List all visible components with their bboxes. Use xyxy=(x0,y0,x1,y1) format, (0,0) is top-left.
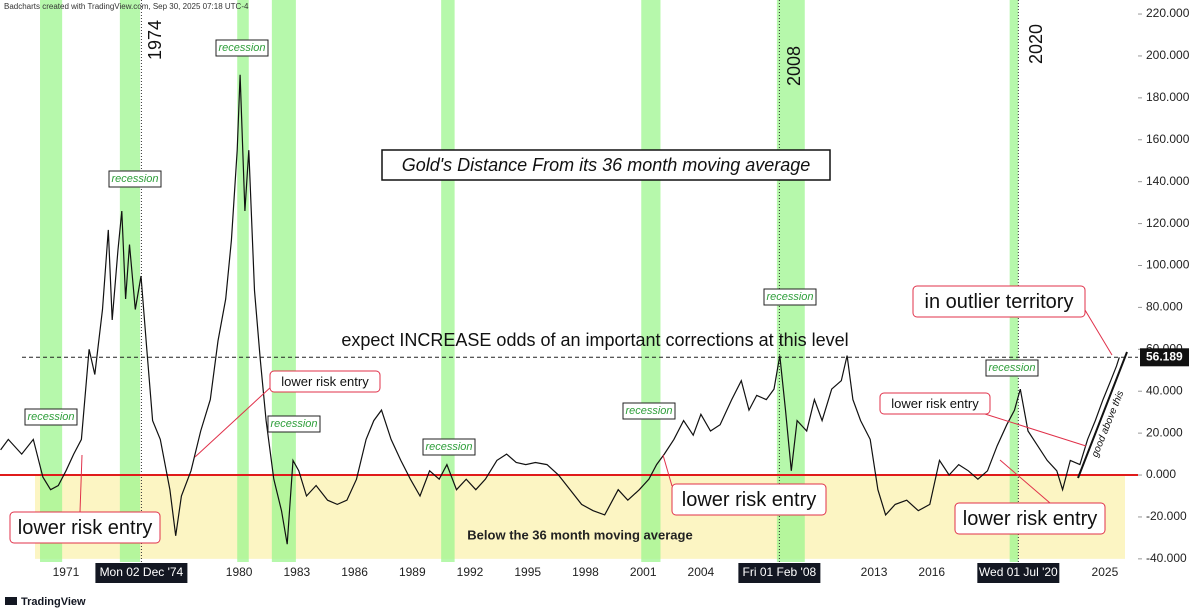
annotation-text: in outlier territory xyxy=(925,291,1074,313)
header: Badcharts created with TradingView.com, … xyxy=(4,2,249,11)
footer-logo xyxy=(5,597,17,605)
recession-label-box xyxy=(622,402,676,420)
recession-label-box xyxy=(422,438,476,456)
recession-label: recession xyxy=(111,173,158,185)
x-tick-label: 1986 xyxy=(341,565,368,579)
marker-year: 2020 xyxy=(1026,24,1046,64)
recession-label-box xyxy=(267,415,321,433)
series-line xyxy=(0,74,1120,545)
annotation-box xyxy=(671,483,827,516)
annotation-text: lower risk entry xyxy=(891,396,979,411)
y-tick-label: 140.000 xyxy=(1146,174,1190,188)
recession-label-box xyxy=(215,39,269,57)
y-tick-label: 40.000 xyxy=(1146,383,1183,397)
recession-label: recession xyxy=(27,411,74,423)
x-tick-label: 1980 xyxy=(226,565,253,579)
recession-label: recession xyxy=(988,362,1035,374)
recession-band xyxy=(641,0,661,562)
date-label: Fri 01 Feb '08 xyxy=(743,565,817,579)
footer: TradingView xyxy=(21,596,86,608)
y-tick-label: -40.000 xyxy=(1146,551,1187,565)
annotation-text: lower risk entry xyxy=(18,517,152,539)
recession-label: recession xyxy=(218,42,265,54)
x-tick-label: 1995 xyxy=(514,565,541,579)
level-label-box xyxy=(1140,348,1189,367)
date-label: Wed 01 Jul '20 xyxy=(979,565,1058,579)
y-tick-label: 100.000 xyxy=(1146,258,1190,272)
x-tick-label: 2013 xyxy=(861,565,888,579)
y-tick-label: 200.000 xyxy=(1146,48,1190,62)
x-tick-label: 2001 xyxy=(630,565,657,579)
y-tick-label: 220.000 xyxy=(1146,6,1190,20)
title-box xyxy=(381,149,831,181)
recession-band xyxy=(237,0,249,562)
y-tick-label: -20.000 xyxy=(1146,509,1187,523)
recession-label-box xyxy=(985,359,1039,377)
date-label: Mon 02 Dec '74 xyxy=(100,565,184,579)
annotation-text: lower risk entry xyxy=(281,374,369,389)
x-tick-label: 1971 xyxy=(53,565,80,579)
date-label-box xyxy=(977,563,1060,583)
annotation-arrow xyxy=(79,454,83,513)
annotation-arrow xyxy=(999,459,1051,504)
below-zone-label: Below the 36 month moving average xyxy=(467,527,692,542)
recession-band xyxy=(119,0,141,562)
y-tick-label: 160.000 xyxy=(1146,132,1190,146)
annotation-box xyxy=(269,370,381,393)
annotation-arrow xyxy=(984,413,1087,447)
chart-title: Gold's Distance From its 36 month moving… xyxy=(402,155,811,175)
marker-year: 2008 xyxy=(784,46,804,86)
date-label-box xyxy=(95,563,188,583)
x-tick-label: 2004 xyxy=(688,565,715,579)
marker-year: 1974 xyxy=(145,20,165,60)
x-tick-label: 1983 xyxy=(284,565,311,579)
date-label-box xyxy=(738,563,821,583)
x-tick-label: 2016 xyxy=(918,565,945,579)
y-tick-label: 80.000 xyxy=(1146,300,1183,314)
annotation-arrow xyxy=(194,385,273,458)
x-tick-label: 2025 xyxy=(1092,565,1119,579)
recession-band xyxy=(441,0,455,562)
y-tick-label: 20.000 xyxy=(1146,425,1183,439)
annotation-box xyxy=(954,502,1106,535)
annotation-box xyxy=(879,392,991,415)
x-tick-label: 1992 xyxy=(457,565,484,579)
annotation-box xyxy=(9,511,161,544)
recession-label: recession xyxy=(270,418,317,430)
annotation-text: lower risk entry xyxy=(963,508,1097,530)
annotation-box xyxy=(912,285,1086,318)
y-tick-label: 180.000 xyxy=(1146,90,1190,104)
recession-label: recession xyxy=(425,441,472,453)
level-note: expect INCREASE odds of an important cor… xyxy=(341,330,848,350)
recession-label-box xyxy=(763,288,817,306)
annotation-arrow xyxy=(1084,309,1113,356)
level-label: 56.189 xyxy=(1146,349,1183,363)
y-tick-label: 120.000 xyxy=(1146,216,1190,230)
recession-label: recession xyxy=(766,291,813,303)
x-tick-label: 1998 xyxy=(572,565,599,579)
annotation-arrow xyxy=(662,454,673,487)
y-tick-label: 0.000 xyxy=(1146,467,1176,481)
x-tick-label: 1989 xyxy=(399,565,426,579)
below-zone xyxy=(35,475,1125,559)
trend-line xyxy=(1077,351,1128,479)
recession-label: recession xyxy=(625,405,672,417)
recession-label-box xyxy=(108,170,162,188)
annotation-text: lower risk entry xyxy=(682,489,816,511)
recession-band xyxy=(1009,0,1019,562)
recession-label-box xyxy=(24,408,78,426)
